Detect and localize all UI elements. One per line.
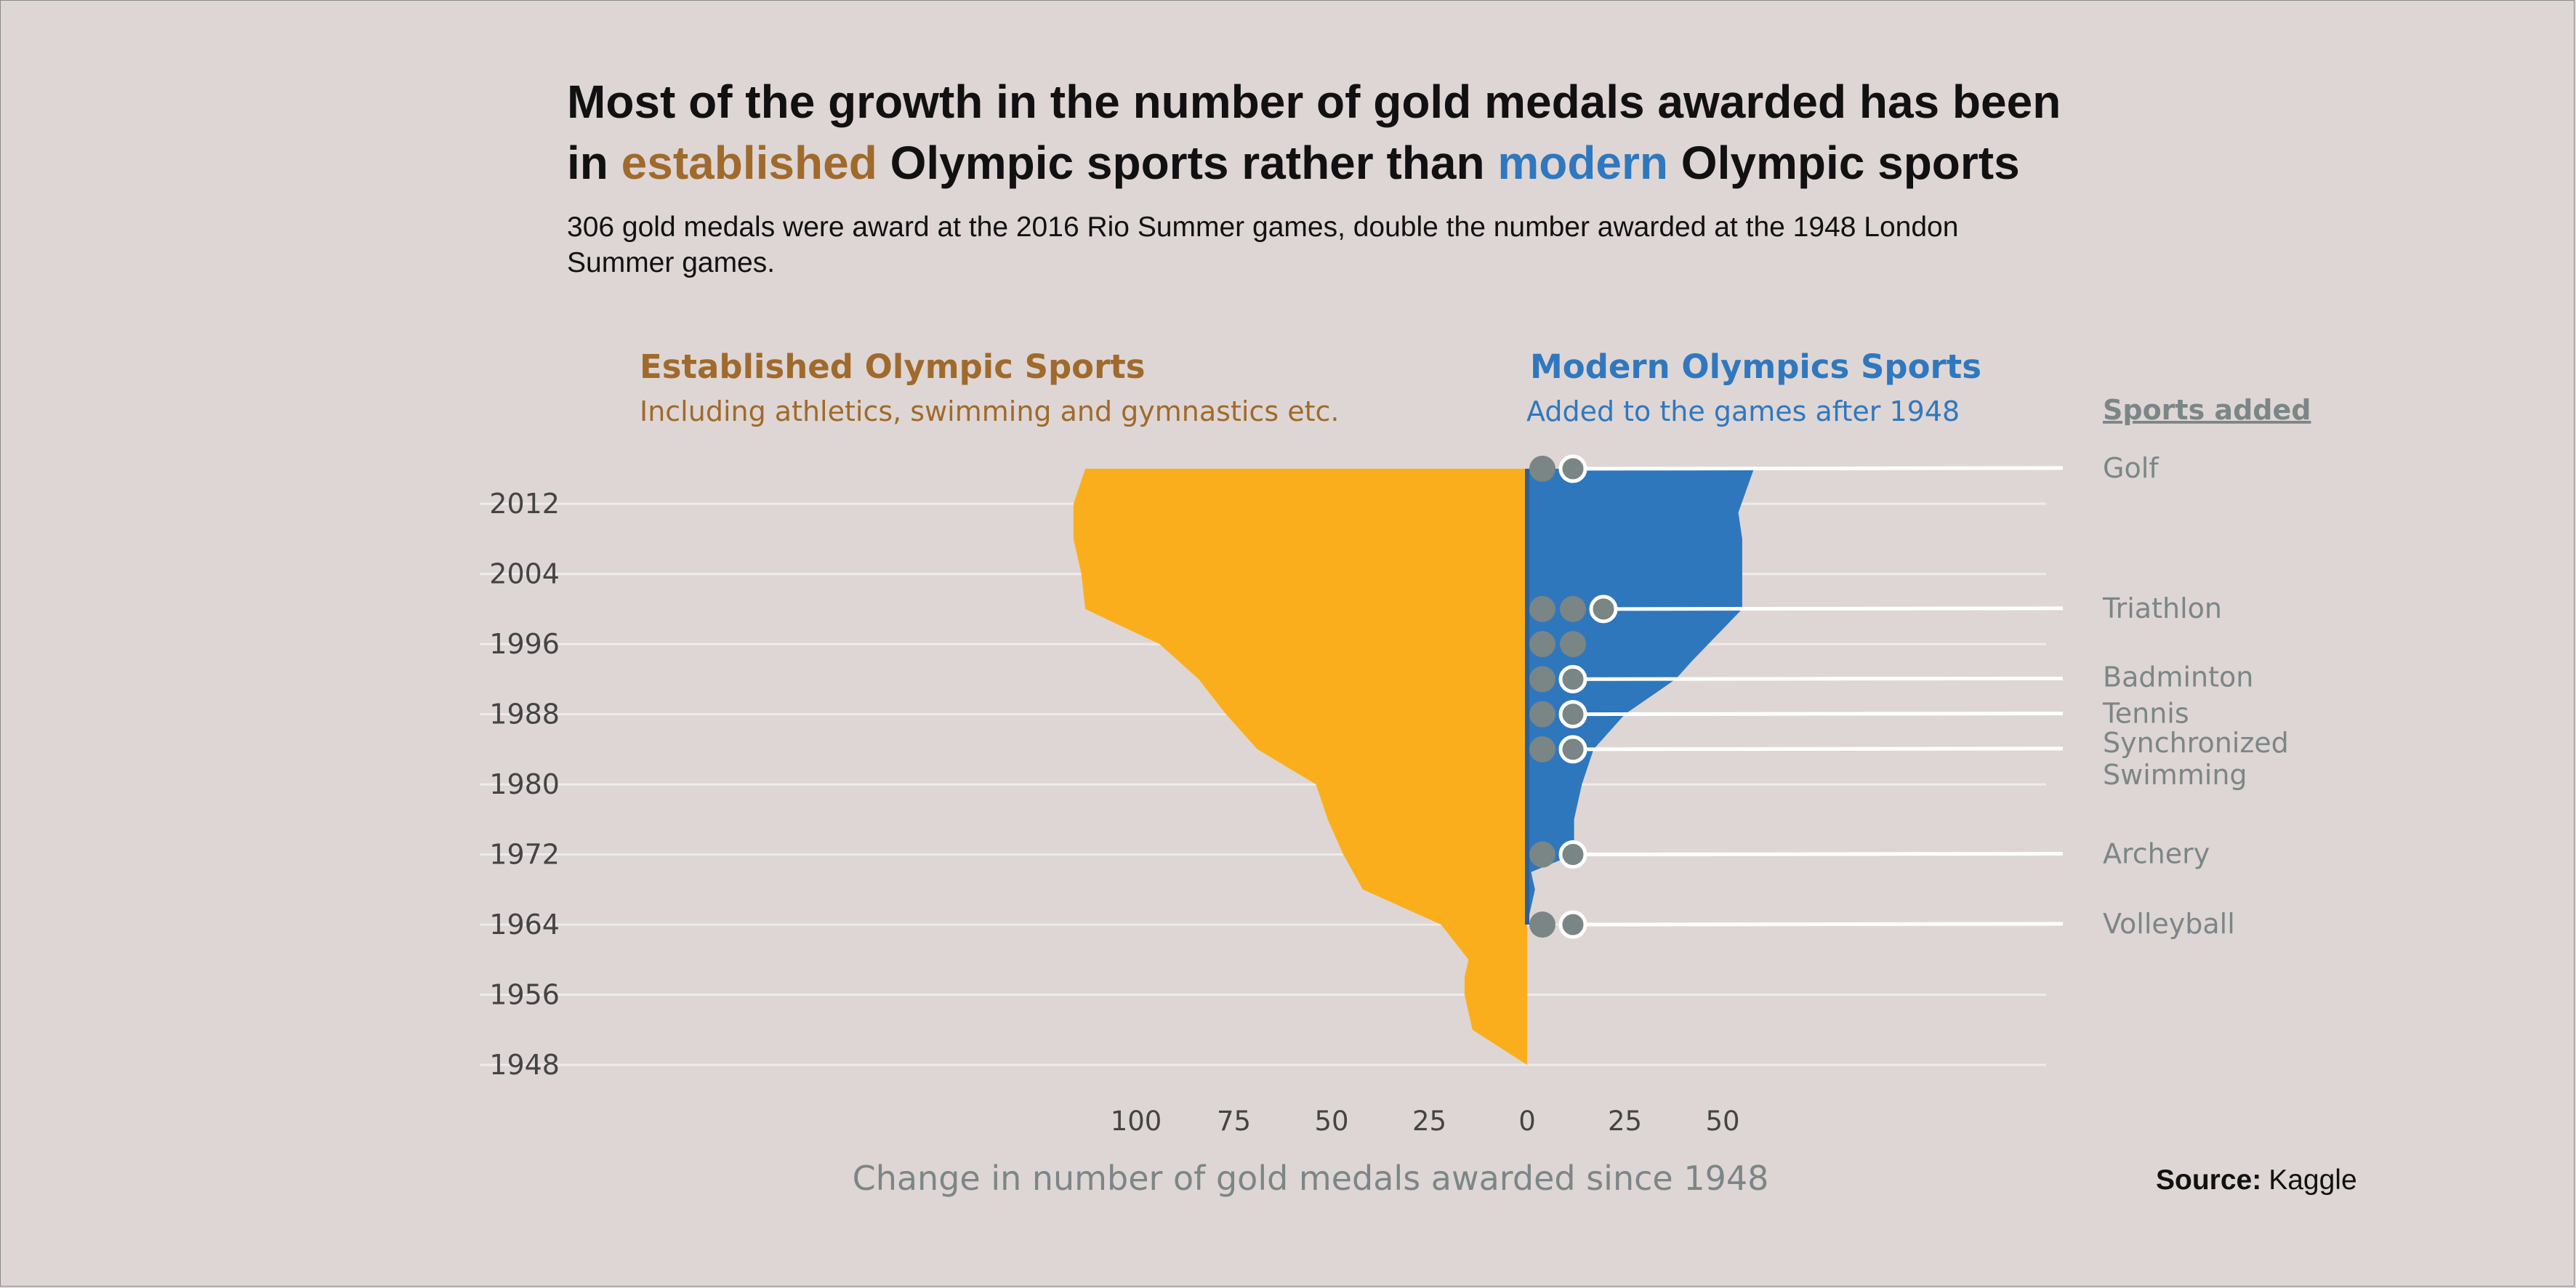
x-tick-label: 100 bbox=[1111, 1106, 1162, 1137]
established-group-subtitle: Including athletics, swimming and gymnas… bbox=[640, 395, 1339, 427]
new-sport-marker bbox=[1558, 840, 1587, 869]
established-group-title: Established Olympic Sports bbox=[640, 347, 1146, 386]
x-tick-label: 50 bbox=[1705, 1106, 1739, 1137]
sport-label: Volleyball bbox=[2103, 908, 2235, 940]
leader-line bbox=[1603, 606, 2064, 611]
x-axis-ticks: 100 75 50 25 0 25 50 bbox=[1111, 1106, 1740, 1137]
title-established-highlight: established bbox=[621, 137, 877, 189]
leader-line bbox=[1572, 676, 2064, 681]
event-marker bbox=[1529, 666, 1555, 693]
event-marker bbox=[1529, 736, 1555, 762]
y-tick-label: 1980 bbox=[489, 768, 560, 800]
y-tick-label: 1996 bbox=[489, 628, 560, 660]
x-tick-label: 50 bbox=[1314, 1106, 1348, 1137]
event-marker bbox=[1560, 631, 1586, 658]
y-tick-label: 1948 bbox=[489, 1049, 560, 1081]
leader-line bbox=[1572, 466, 2064, 471]
y-tick-label: 1972 bbox=[489, 839, 560, 871]
areas bbox=[1073, 468, 1754, 1065]
new-sport-marker bbox=[1558, 454, 1587, 483]
sports-added-header: Sports added bbox=[2103, 394, 2311, 426]
y-tick-label: 1964 bbox=[489, 909, 560, 941]
new-sport-marker bbox=[1558, 700, 1587, 729]
y-tick-label: 2004 bbox=[489, 558, 560, 590]
y-tick-label: 1988 bbox=[489, 699, 560, 730]
y-tick-label: 1956 bbox=[489, 979, 560, 1011]
x-tick-label: 0 bbox=[1518, 1106, 1536, 1137]
sport-label: Archery bbox=[2103, 838, 2210, 870]
event-markers bbox=[1529, 454, 1618, 939]
established-area bbox=[1073, 468, 1527, 1065]
event-marker bbox=[1529, 455, 1555, 482]
leader-line bbox=[1572, 922, 2064, 927]
modern-group-title: Modern Olympics Sports bbox=[1530, 347, 1981, 386]
leader-line bbox=[1572, 852, 2064, 857]
y-tick-label: 2012 bbox=[489, 488, 560, 520]
event-marker bbox=[1529, 911, 1555, 938]
x-axis-label: Change in number of gold medals awarded … bbox=[853, 1159, 1769, 1198]
x-tick-label: 25 bbox=[1608, 1106, 1642, 1137]
leader-line bbox=[1572, 712, 2064, 717]
event-marker bbox=[1529, 841, 1555, 868]
new-sport-marker bbox=[1589, 595, 1618, 624]
title-suffix: Olympic sports bbox=[1668, 137, 2020, 189]
sport-label: Swimming bbox=[2103, 759, 2247, 791]
event-marker bbox=[1529, 701, 1555, 728]
event-marker bbox=[1529, 631, 1555, 658]
chart-title-line2: in established Olympic sports rather tha… bbox=[567, 137, 2020, 189]
chart-subtitle-line2: Summer games. bbox=[567, 247, 775, 278]
x-tick-label: 25 bbox=[1412, 1106, 1446, 1137]
chart-title-line1: Most of the growth in the number of gold… bbox=[567, 76, 2061, 128]
sport-label: Synchronized bbox=[2103, 727, 2289, 759]
source-label: Source: bbox=[2156, 1164, 2261, 1196]
title-modern-highlight: modern bbox=[1497, 137, 1668, 189]
sport-label: Badminton bbox=[2103, 661, 2253, 693]
title-middle: Olympic sports rather than bbox=[877, 137, 1498, 189]
sport-leader-lines bbox=[1572, 466, 2064, 927]
modern-group-subtitle: Added to the games after 1948 bbox=[1526, 395, 1960, 427]
source-note: Source: Kaggle bbox=[2156, 1164, 2357, 1196]
sport-label: Tennis bbox=[2102, 698, 2189, 730]
new-sport-marker bbox=[1558, 664, 1587, 693]
new-sport-marker bbox=[1558, 735, 1587, 764]
event-marker bbox=[1560, 595, 1586, 622]
title-prefix: in bbox=[567, 137, 621, 189]
event-marker bbox=[1529, 595, 1555, 622]
x-tick-label: 75 bbox=[1217, 1106, 1251, 1137]
new-sport-marker bbox=[1558, 910, 1587, 939]
chart-subtitle-line1: 306 gold medals were award at the 2016 R… bbox=[567, 212, 1958, 243]
y-axis-ticks: 2012 2004 1996 1988 1980 1972 1964 1956 1948 bbox=[489, 488, 560, 1081]
sport-label: Triathlon bbox=[2102, 592, 2222, 624]
modern-area bbox=[1527, 468, 1754, 925]
source-value: Kaggle bbox=[2269, 1164, 2356, 1196]
sport-label: Golf bbox=[2103, 452, 2160, 484]
